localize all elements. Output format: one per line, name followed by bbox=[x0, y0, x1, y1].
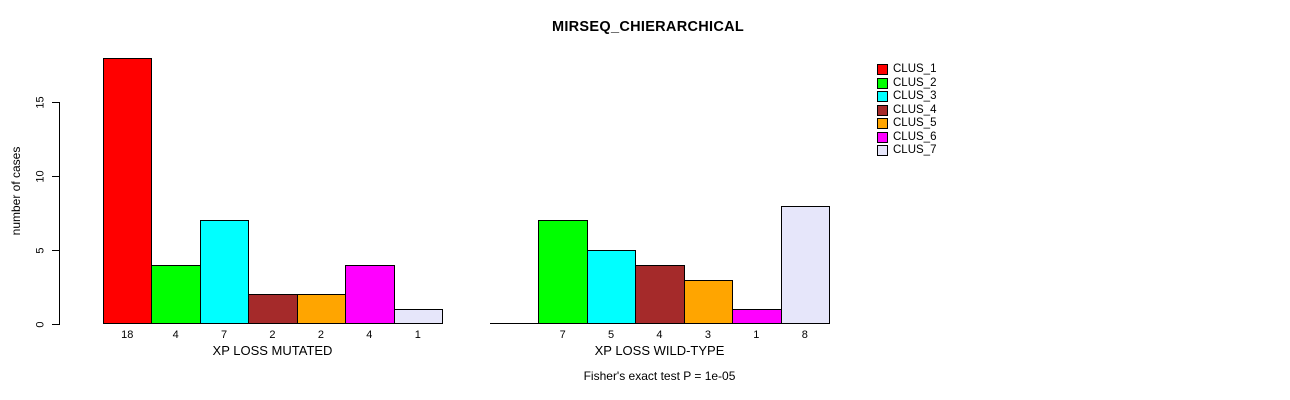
legend-swatch-clus_5 bbox=[877, 118, 888, 129]
legend-label: CLUS_3 bbox=[893, 90, 937, 102]
legend-swatch-clus_4 bbox=[877, 104, 888, 116]
group-axis-label: XP LOSS MUTATED bbox=[212, 343, 333, 358]
bar-clus_5 bbox=[683, 279, 734, 324]
bar-value-label: 4 bbox=[656, 329, 663, 341]
group-axis-label: XP LOSS WILD-TYPE bbox=[594, 343, 725, 358]
bar-clus_6 bbox=[732, 309, 782, 324]
y-axis-line bbox=[59, 102, 60, 325]
bar-clus_2 bbox=[151, 264, 201, 324]
bar-clus_4 bbox=[248, 294, 298, 324]
bar-value-label: 1 bbox=[414, 329, 421, 341]
bar-clus_4 bbox=[635, 264, 685, 324]
bar-clus_1 bbox=[103, 57, 153, 324]
legend-item-clus_3: CLUS_3 bbox=[877, 90, 936, 103]
fisher-test-footnote: Fisher's exact test P = 1e-05 bbox=[583, 369, 736, 383]
bar-value-label: 8 bbox=[801, 329, 808, 341]
legend-swatch-clus_7 bbox=[877, 145, 888, 156]
bar-value-label: 3 bbox=[704, 329, 711, 341]
bar-value-label: 7 bbox=[221, 329, 228, 341]
legend-swatch-clus_2 bbox=[877, 77, 888, 89]
legend-swatch-clus_6 bbox=[877, 131, 888, 143]
legend-item-clus_2: CLUS_2 bbox=[877, 77, 936, 90]
bar-value-label: 5 bbox=[608, 329, 615, 341]
legend-label: CLUS_6 bbox=[893, 130, 937, 143]
bar-clus_1-zero bbox=[490, 323, 540, 324]
legend-item-clus_5: CLUS_5 bbox=[877, 117, 936, 130]
y-tick-label: 0 bbox=[34, 320, 47, 328]
legend-item-clus_4: CLUS_4 bbox=[877, 104, 936, 117]
chart-title: MIRSEQ_CHIERARCHICAL bbox=[551, 19, 745, 35]
legend-item-clus_1: CLUS_1 bbox=[877, 63, 936, 76]
legend-swatch-clus_1 bbox=[877, 64, 888, 75]
bar-value-label: 1 bbox=[753, 329, 760, 341]
bar-value-label: 7 bbox=[559, 329, 566, 341]
y-tick-mark bbox=[52, 323, 60, 325]
legend-label: CLUS_4 bbox=[893, 103, 937, 116]
bar-clus_7 bbox=[393, 309, 443, 324]
bar-value-label: 2 bbox=[317, 329, 324, 341]
legend-item-clus_7: CLUS_7 bbox=[877, 144, 936, 157]
legend-label: CLUS_7 bbox=[893, 144, 937, 156]
bar-clus_6 bbox=[345, 264, 395, 324]
legend-swatch-clus_3 bbox=[877, 91, 888, 102]
legend-label: CLUS_2 bbox=[893, 76, 937, 89]
bar-clus_7 bbox=[780, 205, 830, 324]
bar-value-label: 18 bbox=[121, 329, 134, 341]
legend-label: CLUS_5 bbox=[893, 117, 937, 129]
bar-value-label: 4 bbox=[366, 329, 373, 341]
y-tick-mark bbox=[52, 101, 60, 103]
legend-label: CLUS_1 bbox=[893, 63, 937, 75]
y-tick-label: 5 bbox=[34, 246, 47, 254]
bar-clus_3 bbox=[586, 250, 637, 324]
bar-clus_5 bbox=[296, 294, 347, 324]
bar-value-label: 2 bbox=[269, 329, 276, 341]
bar-value-label: 4 bbox=[172, 329, 179, 341]
y-tick-mark bbox=[52, 249, 60, 251]
y-tick-mark bbox=[52, 175, 60, 177]
bar-clus_2 bbox=[538, 220, 588, 324]
y-axis-label: number of cases bbox=[9, 146, 23, 236]
y-tick-label: 10 bbox=[34, 169, 47, 183]
legend-item-clus_6: CLUS_6 bbox=[877, 131, 936, 144]
y-tick-label: 15 bbox=[34, 95, 47, 109]
bar-clus_3 bbox=[199, 220, 250, 324]
